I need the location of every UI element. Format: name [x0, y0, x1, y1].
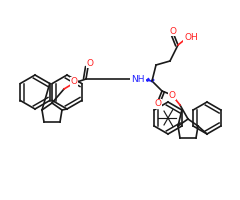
Text: O: O [71, 77, 78, 86]
Text: O: O [155, 99, 162, 108]
Text: O: O [169, 26, 176, 36]
Text: O: O [168, 90, 175, 99]
Text: OH: OH [184, 32, 198, 42]
Text: O: O [86, 58, 94, 68]
Text: NH: NH [131, 74, 145, 84]
